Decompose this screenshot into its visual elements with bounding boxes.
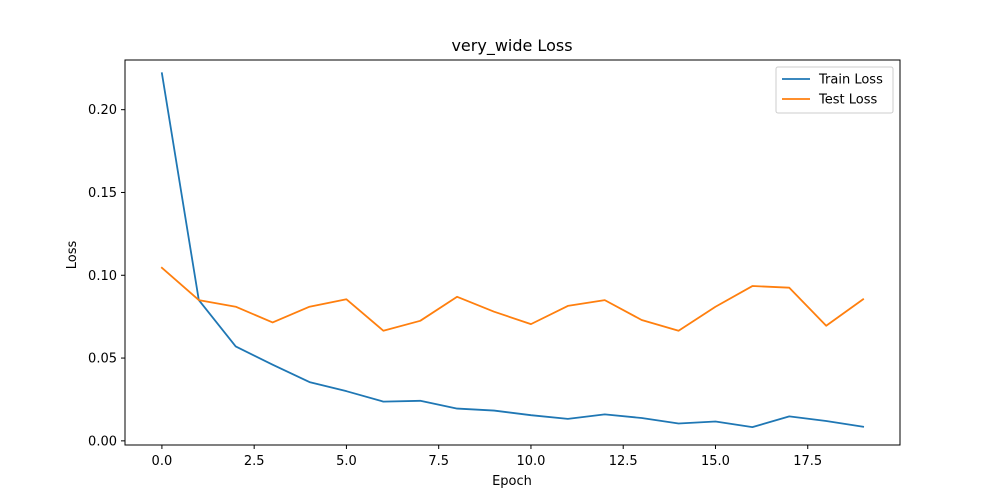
y-axis-ticks: 0.00 0.05 0.10 0.15 0.20 [88, 103, 125, 449]
x-tick-label: 7.5 [428, 454, 449, 469]
legend: Train Loss Test Loss [775, 66, 894, 114]
legend-label-train-loss: Train Loss [818, 73, 883, 88]
x-tick-label: 10.0 [516, 454, 545, 469]
plot-area [124, 59, 901, 446]
x-axis-label: Epoch [492, 474, 532, 489]
legend-label-test-loss: Test Loss [818, 93, 877, 108]
y-tick-label: 0.20 [88, 103, 117, 118]
x-tick-label: 5.0 [336, 454, 357, 469]
x-axis-ticks: 0.0 2.5 5.0 7.5 10.0 12.5 15.0 17.5 [152, 445, 822, 469]
x-tick-label: 12.5 [609, 454, 638, 469]
y-axis-label: Loss [65, 241, 80, 270]
series-line-test-loss [160, 266, 865, 332]
x-tick-label: 15.0 [701, 454, 730, 469]
series-line-train-loss [160, 72, 865, 429]
y-tick-label: 0.10 [88, 269, 117, 284]
y-tick-label: 0.05 [88, 352, 117, 367]
y-tick-label: 0.15 [88, 186, 117, 201]
chart-title: very_wide Loss [451, 36, 572, 56]
x-tick-label: 17.5 [793, 454, 822, 469]
x-tick-label: 0.0 [152, 454, 173, 469]
x-tick-label: 2.5 [244, 454, 265, 469]
plot-frame [124, 59, 901, 446]
y-tick-label: 0.00 [88, 434, 117, 449]
series-lines [160, 72, 865, 429]
